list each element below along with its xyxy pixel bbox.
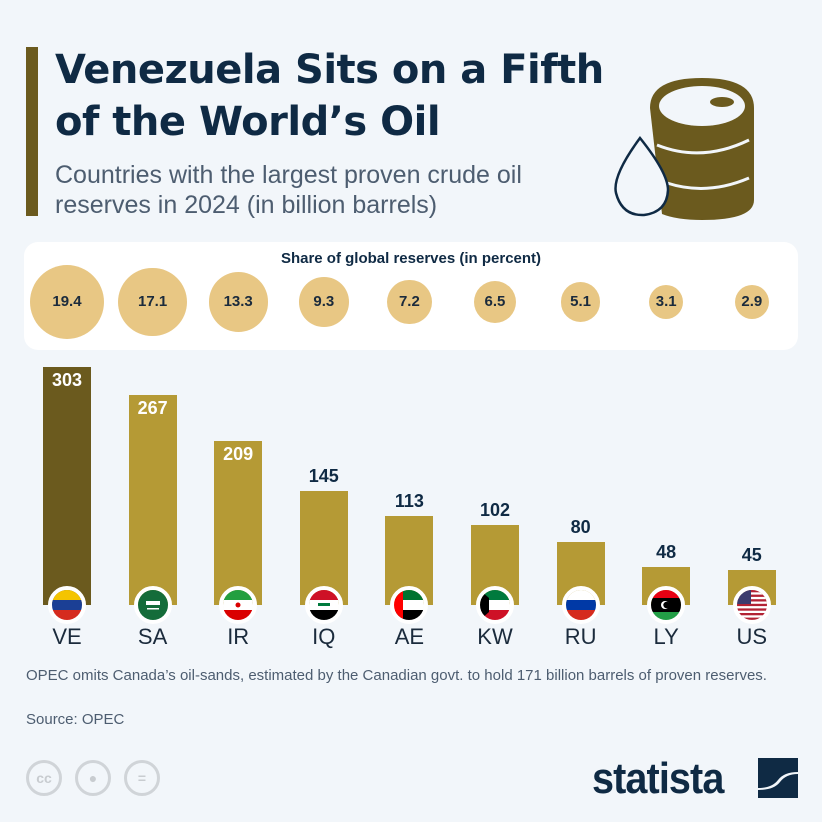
- category-label-VE: VE: [52, 624, 82, 649]
- russia-flag-icon: [561, 586, 600, 624]
- category-label-IQ: IQ: [312, 624, 336, 649]
- share-bubble-SA: 17.1: [118, 267, 187, 337]
- category-label-RU: RU: [564, 624, 597, 649]
- usa-flag-icon: [732, 586, 771, 624]
- saudi-arabia-flag-icon: [133, 586, 172, 624]
- value-label-RU: 80: [570, 517, 591, 538]
- oil-drop-icon: [614, 135, 670, 217]
- bar-IR: [214, 440, 263, 605]
- share-bubble-IQ: 9.3: [299, 277, 349, 327]
- libya-flag-icon: [647, 586, 686, 624]
- kuwait-flag-icon: [476, 586, 514, 624]
- share-bubble-US: 2.9: [734, 284, 769, 319]
- value-label-US: 45: [741, 544, 762, 565]
- share-bubble-AE: 7.2: [387, 279, 432, 325]
- share-bubble-KW: 6.5: [473, 280, 517, 324]
- chart-title: Venezuela Sits on a Fifth of the World’s…: [55, 47, 604, 145]
- value-label-SA: 267: [137, 398, 168, 419]
- oil-barrel-icon: [614, 78, 754, 220]
- category-label-IR: IR: [227, 624, 250, 649]
- category-label-SA: SA: [137, 624, 168, 649]
- share-bubble-VE: 19.4: [30, 265, 104, 339]
- footnote: OPEC omits Canada’s oil-sands, estimated…: [26, 667, 767, 684]
- statista-logo: statista: [592, 754, 724, 803]
- chart-subtitle: Countries with the largest proven crude …: [55, 161, 522, 219]
- bar-VE: [43, 367, 91, 605]
- cc-icon: cc: [26, 760, 62, 796]
- share-title: Share of global reserves (in percent): [280, 250, 542, 267]
- uae-flag-icon: [390, 586, 429, 624]
- value-label-AE: 113: [394, 491, 424, 512]
- venezuela-flag-icon: [48, 586, 86, 624]
- value-label-KW: 102: [479, 499, 511, 520]
- statista-logo-icon: [758, 758, 798, 798]
- share-bubble-RU: 5.1: [560, 282, 601, 322]
- by-icon: ●: [75, 760, 111, 796]
- value-label-VE: 303: [51, 370, 83, 391]
- nd-icon: =: [124, 760, 160, 796]
- iran-flag-icon: [219, 586, 258, 624]
- category-label-US: US: [736, 624, 768, 649]
- iraq-flag-icon: [304, 586, 343, 624]
- share-bubble-LY: 3.1: [648, 284, 684, 320]
- value-label-IR: 209: [223, 443, 254, 464]
- category-label-KW: KW: [477, 624, 513, 649]
- share-bubble-IR: 13.3: [208, 272, 268, 332]
- source: Source: OPEC: [26, 711, 125, 728]
- category-label-LY: LY: [653, 624, 679, 649]
- value-label-IQ: 145: [308, 466, 339, 487]
- bar-SA: [128, 395, 177, 605]
- value-label-LY: 48: [656, 542, 677, 563]
- accent-bar: [26, 47, 38, 216]
- category-label-AE: AE: [394, 624, 425, 649]
